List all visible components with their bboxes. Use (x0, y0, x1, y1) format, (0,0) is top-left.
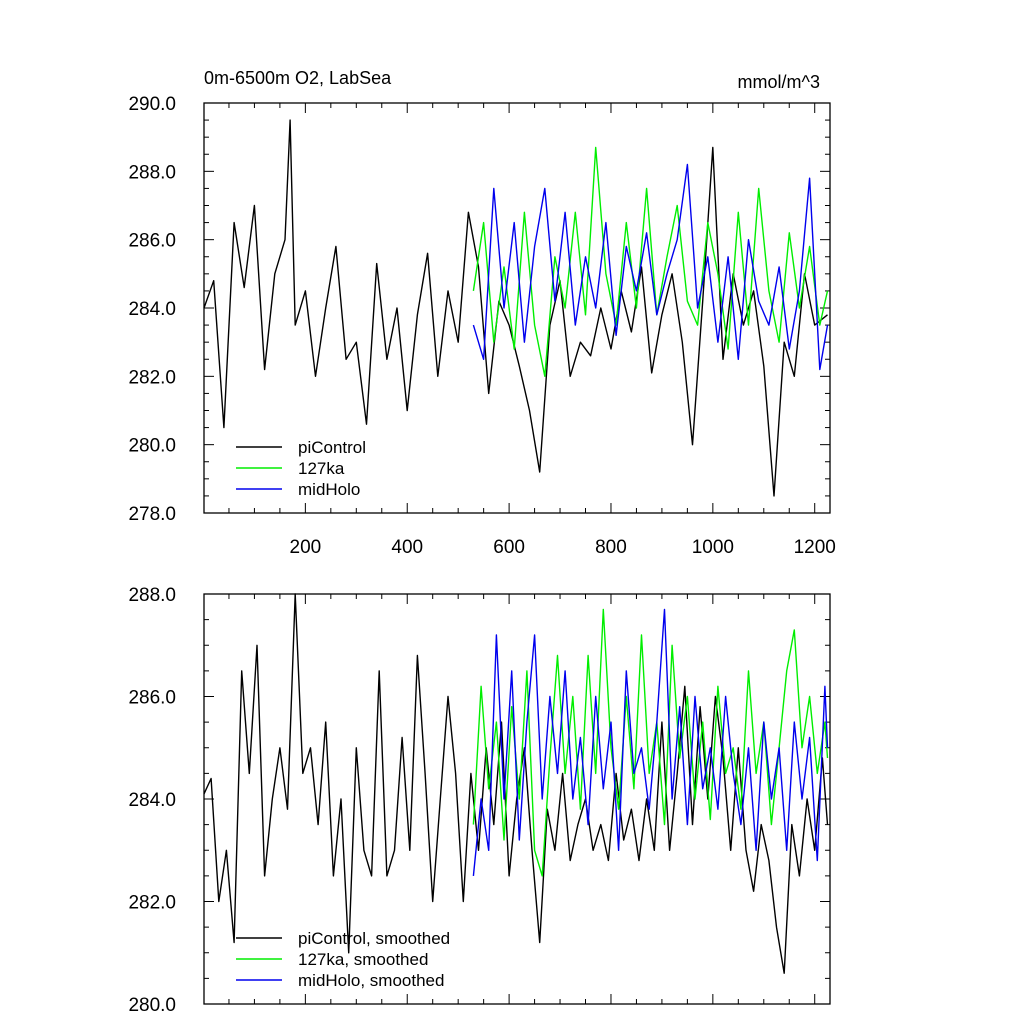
y-tick-label: 290.0 (128, 94, 176, 115)
x-tick-label: 800 (595, 537, 627, 558)
y-tick-label: 282.0 (128, 367, 176, 388)
legend-label: midHolo (298, 480, 360, 499)
y-tick-label: 288.0 (128, 162, 176, 183)
top-panel: 0m-6500m O2, LabSea mmol/m^3 200 400 600 80… (128, 68, 835, 558)
y-tick-label: 282.0 (128, 893, 176, 914)
legend-label: 127ka, smoothed (298, 950, 428, 969)
top-panel-series (203, 119, 829, 497)
top-panel-legend: piControl 127ka midHolo (236, 438, 366, 499)
series-line-1 (472, 608, 829, 877)
y-tick-label: 284.0 (128, 299, 176, 320)
y-tick-label: 286.0 (128, 231, 176, 252)
series-line-1 (472, 146, 829, 377)
y-tick-label: 280.0 (128, 995, 176, 1016)
x-tick-label: 200 (290, 537, 322, 558)
x-tick-label: 1200 (794, 537, 836, 558)
legend-label: piControl, smoothed (298, 929, 450, 948)
x-tick-label: 400 (391, 537, 423, 558)
series-line-0 (203, 593, 829, 974)
top-panel-units: mmol/m^3 (738, 72, 820, 92)
y-tick-label: 278.0 (128, 504, 176, 525)
bottom-panel-ticks: 280.0 282.0 284.0 286.0 288.0 (128, 585, 830, 1016)
legend-label: piControl (298, 438, 366, 457)
legend-label: midHolo, smoothed (298, 971, 444, 990)
series-line-2 (472, 163, 829, 371)
x-tick-label: 1000 (692, 537, 734, 558)
x-tick-label: 600 (493, 537, 525, 558)
bottom-panel-series (203, 593, 829, 974)
series-line-2 (472, 608, 829, 876)
top-panel-title: 0m-6500m O2, LabSea (204, 68, 392, 88)
y-tick-label: 280.0 (128, 436, 176, 457)
bottom-panel: 280.0 282.0 284.0 286.0 288.0 piControl, smo… (128, 585, 831, 1016)
y-tick-label: 284.0 (128, 790, 176, 811)
y-tick-label: 286.0 (128, 688, 176, 709)
top-panel-ticks: 200 400 600 800 1000 1200 278.0 280.0 282.0 284.0… (128, 94, 835, 558)
legend-label: 127ka (298, 459, 345, 478)
y-tick-label: 288.0 (128, 585, 176, 606)
bottom-panel-legend: piControl, smoothed 127ka, smoothed midHol… (236, 929, 450, 990)
